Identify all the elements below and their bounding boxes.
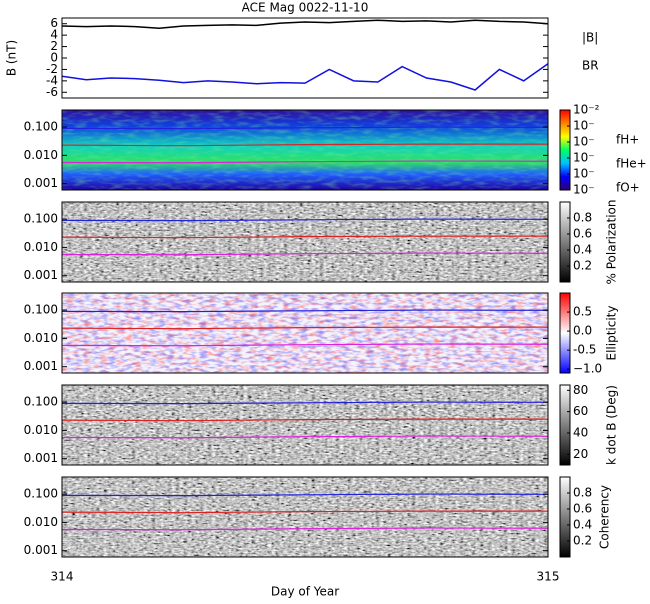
y-tick-label: 0.100	[24, 303, 58, 317]
colorbar-tick-label: 0.6	[573, 227, 592, 241]
legend-entry: fO+	[616, 181, 640, 195]
colorbar-tick-label: 0.5	[573, 305, 592, 319]
series-line	[61, 126, 549, 130]
colorbar-tick-label: 0.4	[573, 243, 592, 257]
series-line	[61, 510, 548, 514]
colorbar-tick-label: 0.0	[573, 324, 592, 338]
x-tick-label: 315	[537, 570, 560, 584]
y-tick-label: 0.001	[24, 268, 58, 282]
colorbar-label: k dot B (Deg)	[605, 385, 619, 465]
panel	[61, 477, 549, 557]
panel	[61, 385, 549, 465]
spectrogram	[62, 385, 548, 465]
series-line	[61, 309, 549, 313]
legend-entry: fH+	[616, 133, 639, 147]
x-axis-label: Day of Year	[271, 585, 339, 599]
series-line	[61, 493, 549, 497]
colorbar-tick-label: 20	[573, 447, 588, 461]
panel	[61, 110, 549, 190]
colorbar	[559, 201, 571, 283]
series-line	[61, 401, 549, 405]
series-line	[61, 343, 549, 347]
plot-frame	[61, 109, 549, 191]
legend-entry: fHe+	[616, 157, 647, 171]
legend-entry: BR	[582, 59, 599, 73]
y-tick-label: 0.001	[24, 451, 58, 465]
series-line	[61, 160, 549, 164]
y-tick-label: 0.001	[24, 543, 58, 557]
colorbar	[559, 476, 571, 558]
y-tick-label: 0.010	[24, 148, 58, 162]
colorbar-label: Ellipticity	[605, 306, 619, 361]
colorbar-tick-label: 0.2	[573, 534, 592, 548]
y-tick-label: -2	[46, 62, 58, 76]
y-tick-label: 0.001	[24, 176, 58, 190]
spectrogram	[62, 477, 548, 557]
legend-entry: |B|	[582, 31, 598, 45]
plot-frame	[61, 384, 549, 466]
colorbar	[559, 292, 571, 374]
colorbar-label: % Polarization	[605, 200, 619, 285]
colorbar-tick-label: 10⁻	[573, 151, 595, 165]
y-tick-label: 2	[50, 39, 58, 53]
y-tick-label: 0.010	[24, 423, 58, 437]
colorbar	[559, 384, 571, 466]
series-line	[61, 252, 549, 256]
colorbar-tick-label: 10⁻	[573, 167, 595, 181]
colorbar-tick-label: 40	[573, 426, 588, 440]
colorbar-tick-label: 0.8	[573, 486, 592, 500]
y-tick-label: 0.001	[24, 359, 58, 373]
y-tick-label: 0.100	[24, 212, 58, 226]
y-tick-label: 0.010	[24, 331, 58, 345]
plot-frame	[61, 17, 549, 99]
colorbar-tick-label: 0.6	[573, 502, 592, 516]
series-line	[61, 527, 549, 531]
y-tick-label: 6	[50, 16, 58, 30]
y-tick-label: 0.100	[24, 395, 58, 409]
series-line	[61, 418, 548, 422]
chart-title: ACE Mag 0022-11-10	[242, 1, 369, 15]
colorbar	[559, 109, 571, 191]
series-line	[61, 326, 548, 330]
y-tick-label: 0	[50, 51, 58, 65]
series-line	[61, 143, 548, 147]
y-tick-label: 4	[50, 28, 58, 42]
spectrogram-texture	[62, 293, 548, 373]
plot-frame	[61, 292, 549, 374]
colorbar-tick-label: 0.8	[573, 211, 592, 225]
panel	[61, 202, 549, 282]
panel	[61, 293, 549, 373]
colorbar-tick-label: -0.5	[573, 343, 596, 357]
series-line	[61, 19, 549, 30]
colorbar-tick-label: −1.0	[573, 362, 602, 376]
y-tick-label: 0.100	[24, 120, 58, 134]
colorbar-tick-label: 10⁻	[573, 135, 595, 149]
colorbar-tick-label: 10⁻	[573, 119, 595, 133]
y-tick-label: 0.100	[24, 487, 58, 501]
colorbar-tick-label: 80	[573, 383, 588, 397]
panel	[61, 19, 549, 91]
spectrogram	[62, 202, 548, 282]
y-tick-label: -4	[46, 73, 58, 87]
plot-frame	[61, 476, 549, 558]
series-line	[61, 235, 548, 239]
colorbar-tick-label: 0.4	[573, 518, 592, 532]
x-tick-label: 314	[51, 570, 74, 584]
y-tick-label: 0.010	[24, 515, 58, 529]
colorbar-tick-label: 60	[573, 404, 588, 418]
y-axis-label: B (nT)	[5, 40, 19, 76]
series-line	[61, 435, 549, 439]
series-line	[61, 63, 549, 91]
colorbar-tick-label: 10⁻	[573, 183, 595, 197]
colorbar-tick-label: 0.2	[573, 259, 592, 273]
colorbar-label: Coherency	[598, 485, 612, 549]
colorbar-tick-label: 10⁻²	[573, 103, 600, 117]
y-tick-label: -6	[46, 85, 58, 99]
series-line	[61, 218, 549, 222]
plot-frame	[61, 201, 549, 283]
y-tick-label: 0.010	[24, 240, 58, 254]
spectrogram-texture	[62, 110, 548, 190]
